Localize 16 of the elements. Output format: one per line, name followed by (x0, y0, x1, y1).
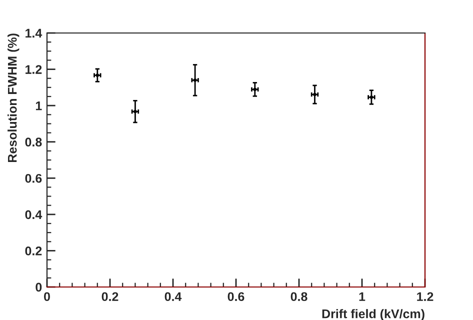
y-tick-label: 0.8 (25, 138, 42, 147)
y-tick-label: 1.2 (26, 65, 42, 74)
y-tick-label: 0.2 (25, 246, 42, 256)
y-tick-label: 0.4 (25, 210, 42, 220)
x-tick-label: 0 (44, 292, 50, 302)
y-tick-label: 1 (36, 102, 42, 110)
y-tick-label: 0.6 (25, 174, 42, 183)
x-tick-label: 0.8 (290, 292, 308, 302)
y-tick-label: 1.4 (26, 28, 42, 38)
x-tick-label: 1 (359, 292, 366, 301)
y-axis-title: Resolution FWHM (%) (8, 34, 20, 162)
x-tick-label: 0.2 (102, 292, 118, 302)
x-tick-label: 0.6 (228, 292, 244, 302)
x-tick-label: 1.2 (417, 292, 434, 301)
x-tick-label: 0.4 (164, 292, 182, 302)
y-tick-label: 0 (36, 282, 42, 292)
